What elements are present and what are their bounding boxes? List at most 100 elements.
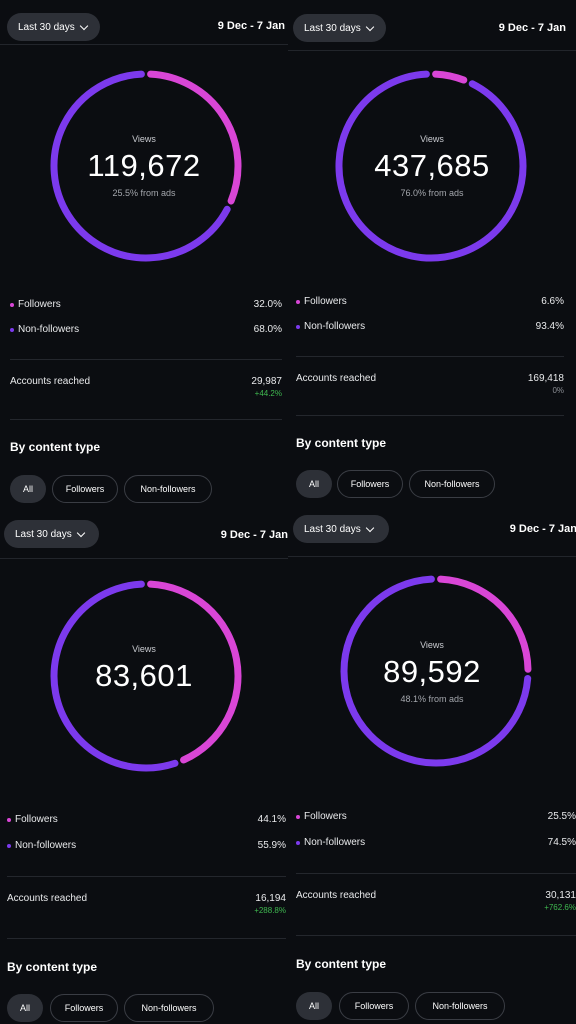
date-range-text: 9 Dec - 7 Jan xyxy=(217,20,285,32)
views-donut-chart xyxy=(335,70,527,262)
views-label: Views xyxy=(132,644,156,654)
non-followers-arc xyxy=(335,70,527,262)
non-followers-dot-icon xyxy=(10,327,14,332)
followers-dot-icon xyxy=(7,817,11,822)
accounts-reached-change: +288.8% xyxy=(254,906,286,915)
chevron-down-icon xyxy=(79,21,88,30)
insights-panel-top-left: Last 30 days 9 Dec - 7 Jan Views 119,672… xyxy=(0,0,288,512)
views-donut-chart xyxy=(340,575,532,767)
non-followers-dot-icon xyxy=(7,843,11,848)
chevron-down-icon xyxy=(76,528,85,537)
filter-non-followers[interactable]: Non-followers xyxy=(409,470,495,498)
followers-label: Followers xyxy=(304,296,347,307)
accounts-reached-label: Accounts reached xyxy=(296,890,377,901)
legend-followers: Followers 32.0% xyxy=(10,299,282,310)
by-content-type-heading: By content type xyxy=(296,957,387,971)
views-label: Views xyxy=(132,134,156,144)
views-total: 89,592 xyxy=(383,654,481,689)
legend-non-followers: Non-followers 55.9% xyxy=(7,840,286,851)
filter-all[interactable]: All xyxy=(296,992,332,1020)
panel-header: Last 30 days 9 Dec - 7 Jan xyxy=(288,6,576,51)
ads-share-text: 48.1% from ads xyxy=(400,694,464,704)
accounts-reached-change: 0% xyxy=(552,386,564,395)
insights-panel-top-right: Last 30 days 9 Dec - 7 Jan Views 437,685… xyxy=(288,0,576,512)
filter-followers[interactable]: Followers xyxy=(52,475,118,503)
followers-arc xyxy=(432,70,468,84)
panel-header: Last 30 days 9 Dec - 7 Jan xyxy=(0,0,288,45)
insights-panel-bottom-left: Last 30 days 9 Dec - 7 Jan Views 83,601 … xyxy=(0,512,288,1024)
filter-non-followers[interactable]: Non-followers xyxy=(124,475,212,503)
by-content-type-heading: By content type xyxy=(296,436,387,450)
legend-non-followers: Non-followers 68.0% xyxy=(10,324,282,335)
filter-followers[interactable]: Followers xyxy=(50,994,118,1022)
views-label: Views xyxy=(420,640,444,650)
non-followers-label: Non-followers xyxy=(18,324,80,335)
date-range-dropdown[interactable]: Last 30 days xyxy=(293,14,386,42)
followers-dot-icon xyxy=(296,814,300,819)
non-followers-label: Non-followers xyxy=(304,321,366,332)
chevron-down-icon xyxy=(365,523,374,532)
divider xyxy=(296,415,564,416)
divider xyxy=(7,876,286,877)
accounts-reached-change: +44.2% xyxy=(254,389,282,398)
accounts-reached-value: 16,194 xyxy=(255,893,286,904)
views-label: Views xyxy=(420,134,444,144)
filter-all[interactable]: All xyxy=(10,475,46,503)
non-followers-dot-icon xyxy=(296,840,300,845)
followers-dot-icon xyxy=(10,302,14,307)
date-range-text: 9 Dec - 7 Jan xyxy=(220,529,288,541)
accounts-reached-label: Accounts reached xyxy=(296,373,377,384)
views-total: 437,685 xyxy=(374,148,490,183)
divider xyxy=(296,356,564,357)
filter-all[interactable]: All xyxy=(7,994,43,1022)
date-range-dropdown[interactable]: Last 30 days xyxy=(4,520,99,548)
views-donut-chart xyxy=(50,580,242,772)
date-range-dropdown[interactable]: Last 30 days xyxy=(7,13,100,41)
followers-arc xyxy=(147,580,242,764)
non-followers-percentage: 93.4% xyxy=(535,321,564,332)
non-followers-percentage: 74.5% xyxy=(547,837,576,848)
legend-non-followers: Non-followers 74.5% xyxy=(296,837,576,848)
filter-followers[interactable]: Followers xyxy=(337,470,403,498)
followers-label: Followers xyxy=(304,811,347,822)
by-content-type-heading: By content type xyxy=(10,440,101,454)
date-range-dropdown[interactable]: Last 30 days xyxy=(293,515,389,543)
non-followers-arc xyxy=(340,575,532,767)
non-followers-label: Non-followers xyxy=(15,840,77,851)
date-range-label: Last 30 days xyxy=(304,22,361,34)
views-total: 119,672 xyxy=(87,148,201,183)
divider xyxy=(10,359,282,360)
filter-followers[interactable]: Followers xyxy=(339,992,409,1020)
filter-non-followers[interactable]: Non-followers xyxy=(415,992,505,1020)
followers-percentage: 6.6% xyxy=(541,296,564,307)
followers-label: Followers xyxy=(18,299,61,310)
accounts-reached-value: 29,987 xyxy=(251,376,282,387)
followers-percentage: 32.0% xyxy=(253,299,282,310)
non-followers-label: Non-followers xyxy=(304,837,366,848)
ads-share-text: 76.0% from ads xyxy=(400,188,464,198)
filter-all[interactable]: All xyxy=(296,470,332,498)
date-range-label: Last 30 days xyxy=(15,528,72,540)
legend-followers: Followers 6.6% xyxy=(296,296,570,307)
accounts-reached-label: Accounts reached xyxy=(7,893,88,904)
followers-dot-icon xyxy=(296,299,300,304)
followers-percentage: 44.1% xyxy=(257,814,286,825)
divider xyxy=(10,419,282,420)
legend-non-followers: Non-followers 93.4% xyxy=(296,321,570,332)
views-donut-chart xyxy=(50,70,242,262)
divider xyxy=(296,873,576,874)
followers-arc xyxy=(437,575,532,673)
filter-non-followers[interactable]: Non-followers xyxy=(124,994,214,1022)
non-followers-dot-icon xyxy=(296,324,300,329)
followers-arc xyxy=(147,70,242,205)
panel-header: Last 30 days 9 Dec - 7 Jan xyxy=(288,512,576,557)
divider xyxy=(7,938,286,939)
insights-panel-bottom-right: Last 30 days 9 Dec - 7 Jan Views 89,592 … xyxy=(288,512,576,1024)
accounts-reached-label: Accounts reached xyxy=(10,376,91,387)
date-range-label: Last 30 days xyxy=(18,21,75,33)
divider xyxy=(296,935,576,936)
non-followers-percentage: 68.0% xyxy=(253,324,282,335)
non-followers-percentage: 55.9% xyxy=(257,840,286,851)
followers-label: Followers xyxy=(15,814,58,825)
panel-header: Last 30 days 9 Dec - 7 Jan xyxy=(0,514,288,559)
